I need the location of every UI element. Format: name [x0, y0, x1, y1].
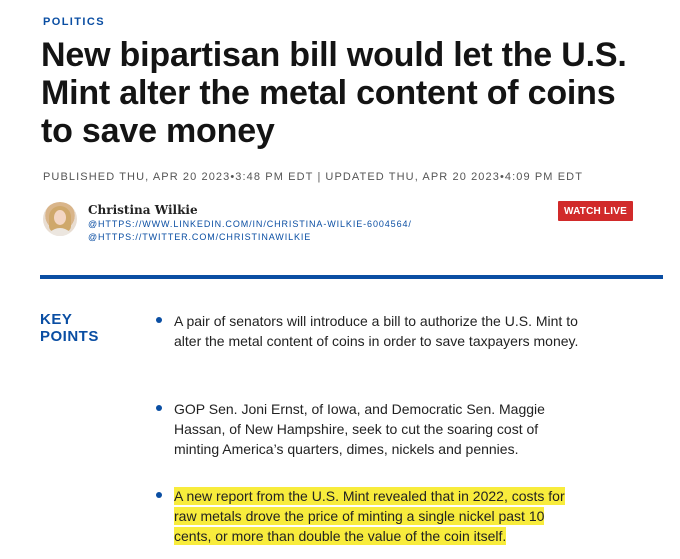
- article-timestamps: PUBLISHED THU, APR 20 2023•3:48 PM EDT | U…: [43, 171, 583, 183]
- key-points-heading: KEY POINTS: [40, 311, 99, 345]
- watch-live-button[interactable]: WATCH LIVE: [558, 201, 633, 221]
- author-byline: Christina Wilkie @HTTPS://WWW.LINKEDIN.C…: [43, 202, 643, 246]
- author-avatar[interactable]: [43, 202, 77, 236]
- key-point-text: A new report from the U.S. Mint revealed…: [174, 486, 584, 546]
- section-divider: [40, 275, 663, 279]
- updated-time: UPDATED THU, APR 20 2023•4:09 PM EDT: [325, 171, 584, 183]
- author-linkedin-link[interactable]: @HTTPS://WWW.LINKEDIN.COM/IN/CHRISTINA-W…: [88, 219, 412, 229]
- key-point-text: GOP Sen. Joni Ernst, of Iowa, and Democr…: [174, 401, 545, 457]
- article-headline: New bipartisan bill would let the U.S. M…: [41, 36, 627, 150]
- section-link-politics[interactable]: POLITICS: [43, 16, 105, 28]
- author-name-link[interactable]: Christina Wilkie: [88, 203, 198, 217]
- bullet-icon: [156, 405, 162, 411]
- key-point-text: A pair of senators will introduce a bill…: [174, 313, 579, 349]
- bullet-icon: [156, 492, 162, 498]
- published-time: PUBLISHED THU, APR 20 2023•3:48 PM EDT: [43, 171, 314, 183]
- timestamp-separator: |: [317, 171, 322, 183]
- highlighted-text: A new report from the U.S. Mint revealed…: [174, 487, 565, 545]
- author-twitter-link[interactable]: @HTTPS://TWITTER.COM/CHRISTINAWILKIE: [88, 232, 312, 242]
- bullet-icon: [156, 317, 162, 323]
